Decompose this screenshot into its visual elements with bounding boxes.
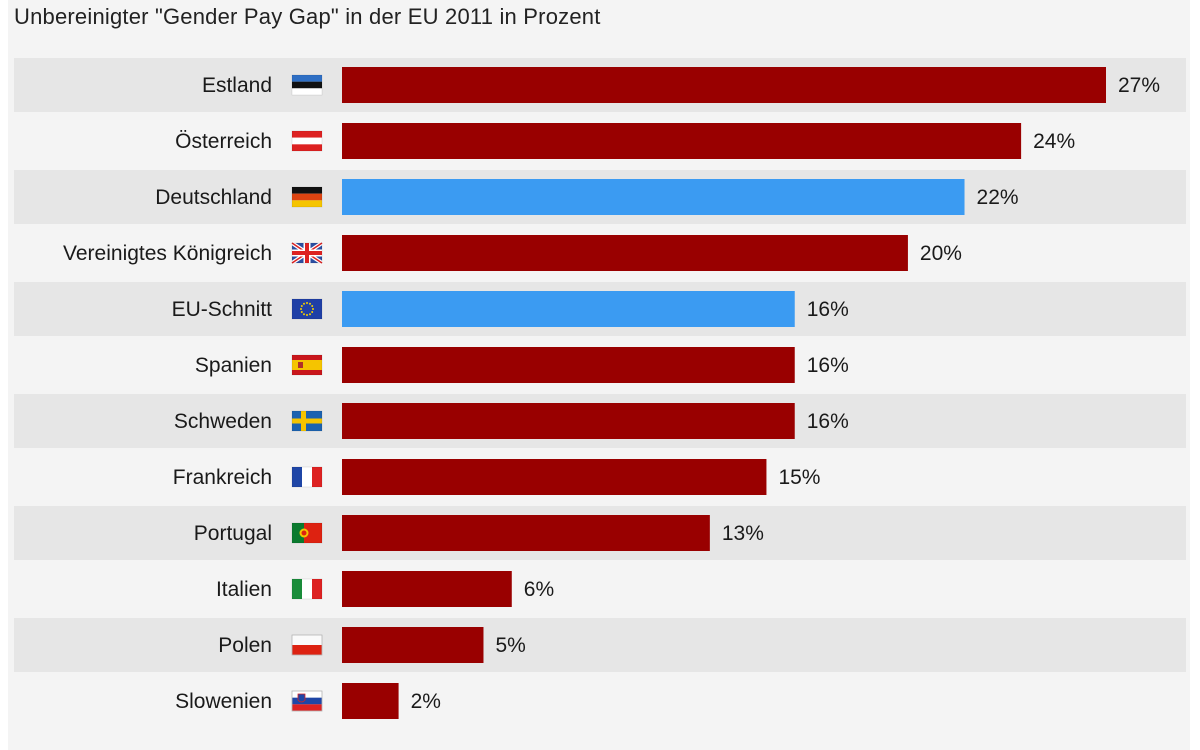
- flag-uk-icon: [290, 241, 324, 265]
- category-label: EU-Schnitt: [172, 298, 273, 321]
- chart-row: Estland 27%: [14, 58, 1186, 112]
- bar: [342, 683, 399, 719]
- row-stripe: [14, 618, 1186, 672]
- value-label: 13%: [722, 522, 764, 545]
- flag-spain-icon: [291, 354, 323, 376]
- bar: [342, 459, 767, 495]
- category-label: Vereinigtes Königreich: [63, 242, 272, 265]
- chart-row: Polen 5%: [14, 618, 1186, 672]
- bar: [342, 179, 965, 215]
- chart-row: Österreich 24%: [175, 123, 1075, 159]
- value-label: 22%: [977, 186, 1019, 209]
- category-label: Österreich: [175, 130, 272, 153]
- category-label: Slowenien: [175, 690, 272, 713]
- bar: [342, 67, 1106, 103]
- bar: [342, 515, 710, 551]
- flag-germany-icon: [291, 186, 323, 208]
- category-label: Polen: [218, 634, 272, 657]
- flag-slovenia-icon: [291, 690, 323, 712]
- value-label: 24%: [1033, 130, 1075, 153]
- bar: [342, 235, 908, 271]
- flag-eu-icon: [291, 298, 323, 320]
- chart-subtitle: Unbereinigter "Gender Pay Gap" in der EU…: [14, 4, 601, 29]
- value-label: 20%: [920, 242, 962, 265]
- chart-row: Portugal 13%: [14, 506, 1186, 560]
- flag-estonia-icon: [291, 74, 323, 96]
- category-label: Spanien: [195, 354, 272, 377]
- value-label: 16%: [807, 410, 849, 433]
- flag-poland-icon: [291, 634, 323, 656]
- category-label: Estland: [202, 74, 272, 97]
- chart-row: Italien 6%: [216, 571, 554, 607]
- chart-row: EU-Schnitt 16%: [14, 282, 1186, 336]
- chart-row: Frankreich 15%: [173, 459, 820, 495]
- value-label: 2%: [411, 690, 441, 713]
- category-label: Frankreich: [173, 466, 272, 489]
- bar: [342, 403, 795, 439]
- value-label: 16%: [807, 298, 849, 321]
- category-label: Portugal: [194, 522, 272, 545]
- category-label: Deutschland: [155, 186, 272, 209]
- chart-row: Spanien 16%: [195, 347, 849, 383]
- value-label: 5%: [495, 634, 525, 657]
- chart-row: Vereinigtes Königreich 20%: [63, 235, 962, 271]
- flag-portugal-icon: [291, 522, 323, 544]
- flag-italy-icon: [291, 578, 323, 600]
- bar: [342, 123, 1022, 159]
- category-label: Italien: [216, 578, 272, 601]
- value-label: 15%: [778, 466, 820, 489]
- value-label: 6%: [524, 578, 554, 601]
- value-label: 16%: [807, 354, 849, 377]
- bar: [342, 291, 795, 327]
- flag-sweden-icon: [291, 410, 323, 432]
- chart-row: Deutschland 22%: [14, 170, 1186, 224]
- flag-austria-icon: [291, 130, 323, 152]
- chart-row: Schweden 16%: [14, 394, 1186, 448]
- flag-france-icon: [291, 466, 323, 488]
- chart-row: Slowenien 2%: [175, 683, 441, 719]
- value-label: 27%: [1118, 74, 1160, 97]
- bar: [342, 627, 484, 663]
- bar: [342, 347, 795, 383]
- bar: [342, 571, 512, 607]
- category-label: Schweden: [174, 410, 272, 433]
